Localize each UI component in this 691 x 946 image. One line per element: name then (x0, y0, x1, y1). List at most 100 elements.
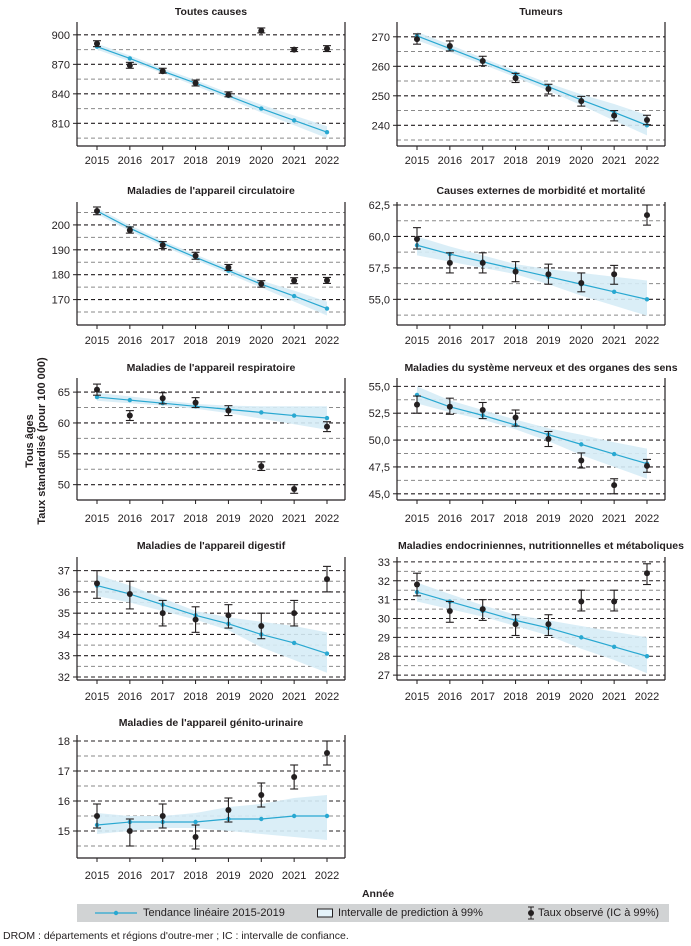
y-tick-label: 810 (52, 118, 70, 130)
y-tick-label: 30 (378, 614, 390, 626)
observed-point-2021 (610, 589, 619, 612)
observed-point-2018 (191, 824, 200, 850)
prediction-band (417, 386, 647, 479)
observed-point-2016 (125, 226, 134, 234)
y-tick-label: 50 (58, 480, 70, 492)
observed-marker (159, 68, 166, 75)
observed-point-2015 (413, 395, 421, 414)
observed-marker (578, 98, 585, 105)
observed-point-2022 (643, 458, 651, 473)
x-tick-label: 2019 (536, 155, 560, 167)
trend-point (259, 410, 264, 415)
x-tick-label: 2018 (183, 513, 207, 525)
observed-marker (258, 27, 265, 34)
y-tick-label: 190 (52, 245, 70, 257)
observed-marker (479, 57, 486, 64)
observed-marker (159, 242, 166, 249)
observed-point-2015 (93, 570, 101, 599)
observed-marker (291, 46, 298, 53)
x-tick-label: 2015 (85, 691, 109, 703)
y-tick-label: 180 (52, 270, 70, 282)
observed-marker (512, 414, 519, 421)
y-tick-label: 55,0 (369, 381, 390, 393)
observed-marker (126, 62, 133, 69)
observed-marker (258, 280, 265, 287)
observed-point-2017 (158, 241, 167, 250)
observed-point-2022 (643, 114, 651, 126)
y-tick-label: 37 (58, 566, 70, 578)
observed-point-2016 (125, 580, 134, 610)
observed-point-2022 (323, 276, 331, 284)
panel-8: Maladies endocriniennes, nutritionnelles… (378, 540, 684, 703)
x-tick-label: 2019 (216, 155, 240, 167)
observed-point-2022 (643, 204, 651, 226)
y-tick-label: 45,0 (369, 489, 390, 501)
observed-marker (578, 280, 585, 286)
observed-marker (126, 412, 133, 419)
x-tick-label: 2018 (503, 335, 527, 347)
observed-point-2018 (191, 606, 200, 633)
y-axis-label-line-1: Tous âges (24, 414, 36, 468)
trend-line (96, 46, 328, 133)
observed-marker (512, 75, 519, 82)
panel-4: Causes externes de morbidité et mortalit… (369, 185, 666, 347)
x-tick-label: 2017 (150, 870, 174, 882)
observed-point-2019 (544, 430, 553, 448)
observed-point-2021 (290, 764, 299, 790)
x-tick-label: 2020 (569, 155, 593, 167)
observed-marker (192, 252, 199, 259)
observed-point-2020 (577, 95, 586, 107)
x-tick-label: 2016 (118, 691, 142, 703)
y-tick-label: 57,5 (369, 263, 390, 275)
x-tick-label: 2021 (602, 513, 626, 525)
observed-marker (94, 386, 100, 393)
x-tick-label: 2016 (118, 155, 142, 167)
trend-point (324, 813, 330, 819)
observed-marker (611, 598, 618, 605)
x-tick-label: 2020 (569, 691, 593, 703)
legend-label-trend: Tendance linéaire 2015-2019 (143, 907, 285, 919)
observed-marker (94, 40, 100, 47)
observed-marker (644, 116, 650, 123)
x-tick-label: 2016 (438, 155, 462, 167)
observed-point-2016 (125, 818, 134, 847)
y-axis-label: Tous âges Taux standardisé (pour 100 000… (24, 357, 48, 525)
x-tick-label: 2019 (216, 335, 240, 347)
panel-title: Maladies du système nerveux et des organ… (404, 362, 677, 374)
observed-point-2016 (445, 600, 454, 623)
panel-title: Toutes causes (175, 6, 247, 18)
panel-6: Maladies du système nerveux et des organ… (369, 362, 678, 525)
y-tick-label: 15 (58, 826, 70, 838)
observed-marker (225, 612, 232, 619)
observed-marker (545, 436, 552, 442)
x-tick-label: 2017 (150, 155, 174, 167)
observed-point-2017 (478, 401, 487, 420)
trend-point (324, 415, 330, 421)
y-tick-label: 28 (378, 651, 390, 663)
y-tick-label: 50,0 (369, 435, 390, 447)
x-tick-label: 2022 (635, 691, 659, 703)
observed-point-2022 (323, 565, 331, 593)
x-tick-label: 2022 (315, 870, 339, 882)
y-tick-label: 29 (378, 632, 390, 644)
observed-marker (479, 606, 486, 613)
legend-item-prediction-interval: Intervalle de prediction à 99% (317, 907, 483, 919)
observed-point-2019 (224, 91, 233, 98)
observed-point-2018 (511, 614, 520, 637)
trend-line (416, 35, 648, 126)
prediction-band (417, 582, 647, 674)
x-tick-label: 2017 (470, 691, 494, 703)
y-tick-label: 62,5 (369, 200, 390, 212)
x-tick-label: 2019 (536, 335, 560, 347)
observed-point-2021 (290, 277, 299, 285)
observed-marker (446, 607, 453, 614)
observed-marker (414, 36, 420, 43)
panel-2: Tumeurs 240 250 260 270 2015 2016 2017 2018 2019 2… (372, 6, 666, 167)
observed-point-2019 (224, 263, 233, 272)
y-axis-label-line-2: Taux standardisé (pour 100 000) (36, 357, 48, 525)
observed-point-2015 (93, 383, 101, 396)
x-tick-label: 2019 (216, 870, 240, 882)
observed-point-2021 (610, 264, 619, 285)
observed-marker (446, 259, 453, 266)
observed-point-2017 (158, 803, 167, 829)
